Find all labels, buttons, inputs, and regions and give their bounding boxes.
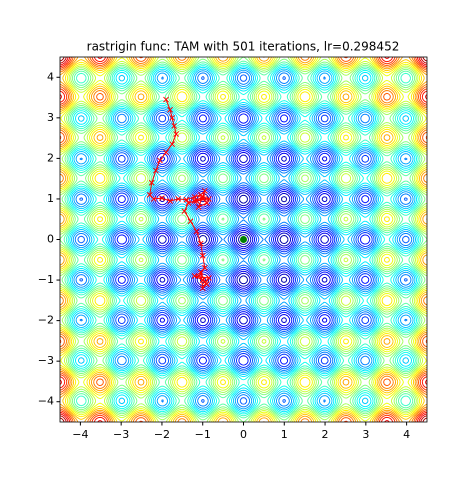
y-tick-label: −2 bbox=[38, 314, 54, 327]
contour-line bbox=[60, 57, 427, 422]
trajectory-point bbox=[193, 198, 200, 204]
trajectory-point bbox=[181, 208, 188, 214]
contour-line bbox=[114, 111, 373, 368]
x-tick-label: −1 bbox=[195, 428, 211, 441]
trajectory-point bbox=[148, 179, 155, 186]
x-tick-label: −4 bbox=[72, 428, 88, 441]
contour-layer bbox=[60, 57, 427, 422]
trajectory-point bbox=[175, 196, 182, 202]
contour-line bbox=[77, 74, 410, 405]
contour-line bbox=[60, 57, 427, 422]
trajectory-point bbox=[205, 196, 212, 202]
trajectory-point bbox=[191, 273, 198, 279]
contour-line bbox=[60, 57, 427, 422]
y-tick-label: −4 bbox=[38, 395, 54, 408]
trajectory-point bbox=[199, 194, 206, 200]
y-tick-label: 3 bbox=[47, 111, 54, 124]
contour-line bbox=[67, 64, 420, 415]
contour-line bbox=[116, 113, 371, 366]
trajectory-point bbox=[191, 198, 198, 204]
trajectory-point bbox=[201, 187, 208, 194]
trajectory-point bbox=[159, 195, 165, 201]
contour-line bbox=[60, 57, 427, 422]
contour-line bbox=[71, 67, 416, 412]
trajectory-point bbox=[191, 194, 198, 200]
trajectory-point bbox=[199, 196, 206, 202]
x-tick-label: 1 bbox=[281, 428, 288, 441]
x-tick-label: 0 bbox=[240, 428, 247, 441]
trajectory-point bbox=[169, 114, 175, 121]
trajectory-point bbox=[171, 123, 178, 129]
trajectory-point bbox=[169, 141, 175, 148]
trajectory-point bbox=[197, 269, 204, 275]
contour-line bbox=[60, 57, 427, 422]
x-tick-label: 3 bbox=[362, 428, 369, 441]
trajectory-point bbox=[152, 167, 159, 174]
y-tick-label: −3 bbox=[38, 354, 54, 367]
trajectory-point bbox=[167, 198, 173, 204]
y-tick-label: 2 bbox=[47, 151, 54, 164]
contour-line bbox=[60, 57, 427, 422]
contour-line bbox=[60, 57, 427, 422]
chart-title: rastrigin func: TAM with 501 iterations,… bbox=[87, 40, 400, 54]
x-tick-label: −3 bbox=[113, 428, 129, 441]
trajectory-point bbox=[163, 96, 169, 103]
contour-line bbox=[60, 57, 427, 422]
trajectory-point bbox=[199, 285, 206, 292]
trajectory-point bbox=[157, 157, 163, 164]
x-tick-label: −2 bbox=[154, 428, 170, 441]
trajectory-point bbox=[195, 204, 202, 210]
trajectory-point bbox=[187, 218, 194, 225]
y-tick-label: 0 bbox=[47, 233, 54, 246]
y-tick-label: 4 bbox=[47, 70, 54, 83]
contour-line bbox=[63, 60, 424, 419]
trajectory-point bbox=[173, 131, 180, 137]
contour-line bbox=[74, 71, 413, 408]
contour-line bbox=[60, 57, 427, 422]
trajectory-point bbox=[193, 228, 200, 235]
trajectory-point bbox=[167, 106, 173, 113]
trajectory-point bbox=[150, 196, 157, 202]
contour-line bbox=[65, 62, 422, 417]
contour-line bbox=[155, 151, 332, 328]
x-tick-label: 4 bbox=[403, 428, 410, 441]
contour-line bbox=[69, 66, 418, 413]
path-layer bbox=[146, 96, 247, 292]
optimum-point bbox=[240, 236, 247, 243]
contour-line bbox=[60, 57, 427, 422]
trajectory-point bbox=[183, 196, 190, 203]
trajectory-point bbox=[197, 240, 204, 247]
trajectory-point bbox=[163, 149, 169, 156]
y-tick-label: 1 bbox=[47, 192, 54, 205]
y-tick-label: −1 bbox=[38, 273, 54, 286]
contour-line bbox=[60, 57, 427, 422]
contour-line bbox=[72, 69, 415, 410]
trajectory-point bbox=[185, 200, 192, 206]
trajectory-point bbox=[199, 252, 206, 259]
contour-line bbox=[60, 57, 427, 422]
trajectory-point bbox=[199, 277, 206, 283]
contour-line bbox=[60, 57, 427, 422]
contour-line bbox=[60, 57, 427, 422]
x-tick-label: 2 bbox=[322, 428, 329, 441]
